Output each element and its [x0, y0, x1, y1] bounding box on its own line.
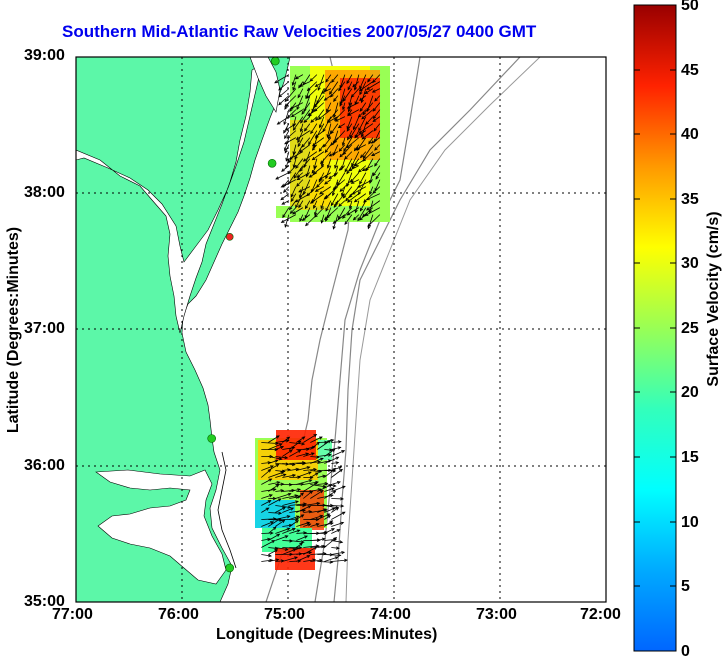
- y-tick-label: 38:00: [24, 184, 65, 202]
- x-tick-label: 77:00: [52, 606, 93, 624]
- colorbar-tick-label: 0: [681, 643, 690, 661]
- colorbar-tick-label: 25: [681, 320, 699, 338]
- x-axis-label: Longitude (Degrees:Minutes): [216, 626, 437, 644]
- x-tick-label: 76:00: [158, 606, 199, 624]
- colorbar-tick-label: 10: [681, 514, 699, 532]
- station-marker: [268, 159, 276, 167]
- station-marker: [271, 57, 279, 65]
- colorbar-tick-label: 40: [681, 126, 699, 144]
- x-tick-label: 73:00: [476, 606, 517, 624]
- y-axis-label: Latitude (Degrees:Minutes): [5, 227, 23, 433]
- y-tick-label: 36:00: [24, 457, 65, 475]
- colorbar-tick-label: 20: [681, 384, 699, 402]
- colorbar-tick-label: 15: [681, 449, 699, 467]
- colorbar-tick-label: 30: [681, 255, 699, 273]
- colorbar-tick-label: 35: [681, 191, 699, 209]
- station-marker: [208, 435, 216, 443]
- colorbar-label: Surface Velocity (cm/s): [705, 211, 723, 386]
- y-tick-label: 39:00: [24, 47, 65, 65]
- map-title: Southern Mid-Atlantic Raw Velocities 200…: [62, 22, 536, 42]
- colorbar: [634, 5, 676, 651]
- x-tick-label: 75:00: [264, 606, 305, 624]
- x-tick-label: 74:00: [370, 606, 411, 624]
- x-tick-label: 72:00: [580, 606, 621, 624]
- station-marker: [226, 233, 233, 240]
- station-marker: [226, 564, 234, 572]
- colorbar-tick-label: 50: [681, 0, 699, 15]
- colorbar-tick-label: 45: [681, 62, 699, 80]
- colorbar-tick-label: 5: [681, 578, 690, 596]
- y-tick-label: 37:00: [24, 320, 65, 338]
